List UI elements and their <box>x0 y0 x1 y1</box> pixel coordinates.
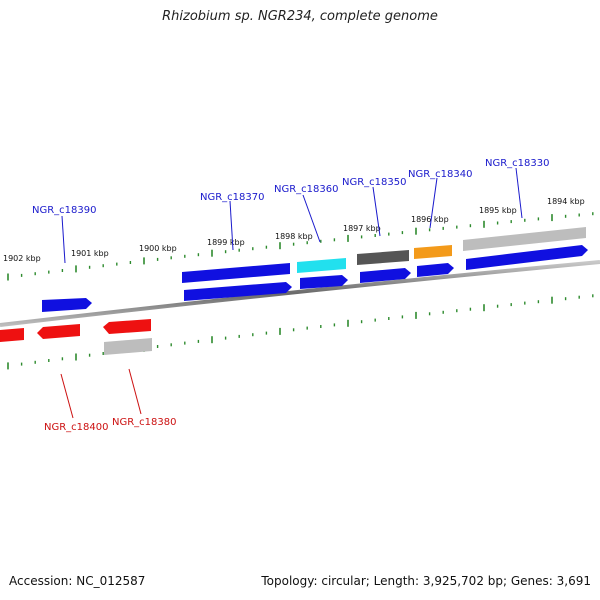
forward-misc-lightgray[interactable] <box>463 227 586 251</box>
map-title: Rhizobium sp. NGR234, complete genome <box>162 9 438 24</box>
accession-text: Accession: NC_012587 <box>9 574 146 588</box>
scale-label-1896: 1896 kbp <box>411 215 449 224</box>
leader-ngr-c18350 <box>372 186 381 237</box>
forward-gene-6[interactable] <box>466 245 588 270</box>
leader-ngr-c18360 <box>302 194 321 243</box>
scale-label-1899: 1899 kbp <box>207 238 245 247</box>
scale-label-1898: 1898 kbp <box>275 232 313 241</box>
leader-ngr-c18400 <box>60 373 74 419</box>
scale-label-1900: 1900 kbp <box>139 244 177 253</box>
gene-label-ngr-c18360: NGR_c18360 <box>274 184 339 195</box>
leader-ngr-c18370 <box>229 200 234 251</box>
gene-label-ngr-c18400: NGR_c18400 <box>44 422 109 433</box>
scale-ticks-inner <box>7 294 594 370</box>
forward-gene-3[interactable] <box>300 275 348 289</box>
scale-label-1902: 1902 kbp <box>3 254 41 263</box>
scale-label-1901: 1901 kbp <box>71 249 109 258</box>
leader-ngr-c18330 <box>515 167 523 219</box>
genome-summary-text: Topology: circular; Length: 3,925,702 bp… <box>261 574 591 588</box>
scale-label-1894: 1894 kbp <box>547 197 585 206</box>
gene-label-ngr-c18340: NGR_c18340 <box>408 169 473 180</box>
gene-label-ngr-c18380: NGR_c18380 <box>112 417 177 428</box>
forward-misc-orange[interactable] <box>414 245 452 259</box>
forward-cds-long[interactable] <box>182 263 290 283</box>
forward-misc-darkgray[interactable] <box>357 250 409 265</box>
gene-label-ngr-c18390: NGR_c18390 <box>32 205 97 216</box>
gene-label-ngr-c18370: NGR_c18370 <box>200 192 265 203</box>
reverse-gene-1[interactable] <box>0 328 24 342</box>
reverse-gene-2[interactable] <box>37 324 80 339</box>
gene-label-ngr-c18350: NGR_c18350 <box>342 177 407 188</box>
scale-label-1895: 1895 kbp <box>479 206 517 215</box>
scale-ticks-outer <box>7 212 594 281</box>
leader-ngr-c18340 <box>429 177 438 229</box>
forward-gene-4[interactable] <box>360 268 411 283</box>
forward-gene-5[interactable] <box>417 263 454 277</box>
leader-ngr-c18380 <box>128 368 142 415</box>
forward-gene-1[interactable] <box>42 298 92 312</box>
forward-rna-cyan[interactable] <box>297 258 346 273</box>
reverse-misc-lightgray[interactable] <box>104 338 152 355</box>
genome-backbone <box>0 260 600 327</box>
leader-ngr-c18390 <box>61 215 66 264</box>
gene-label-ngr-c18330: NGR_c18330 <box>485 158 550 169</box>
reverse-gene-3[interactable] <box>103 319 151 334</box>
forward-gene-2[interactable] <box>184 282 292 301</box>
scale-label-1897: 1897 kbp <box>343 224 381 233</box>
